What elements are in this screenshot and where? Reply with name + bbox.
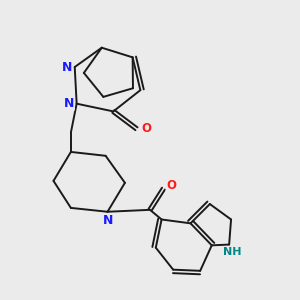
Text: O: O bbox=[166, 179, 176, 192]
Text: N: N bbox=[62, 61, 72, 74]
Text: NH: NH bbox=[223, 247, 242, 256]
Text: N: N bbox=[64, 97, 74, 110]
Text: O: O bbox=[141, 122, 151, 135]
Text: N: N bbox=[103, 214, 113, 227]
